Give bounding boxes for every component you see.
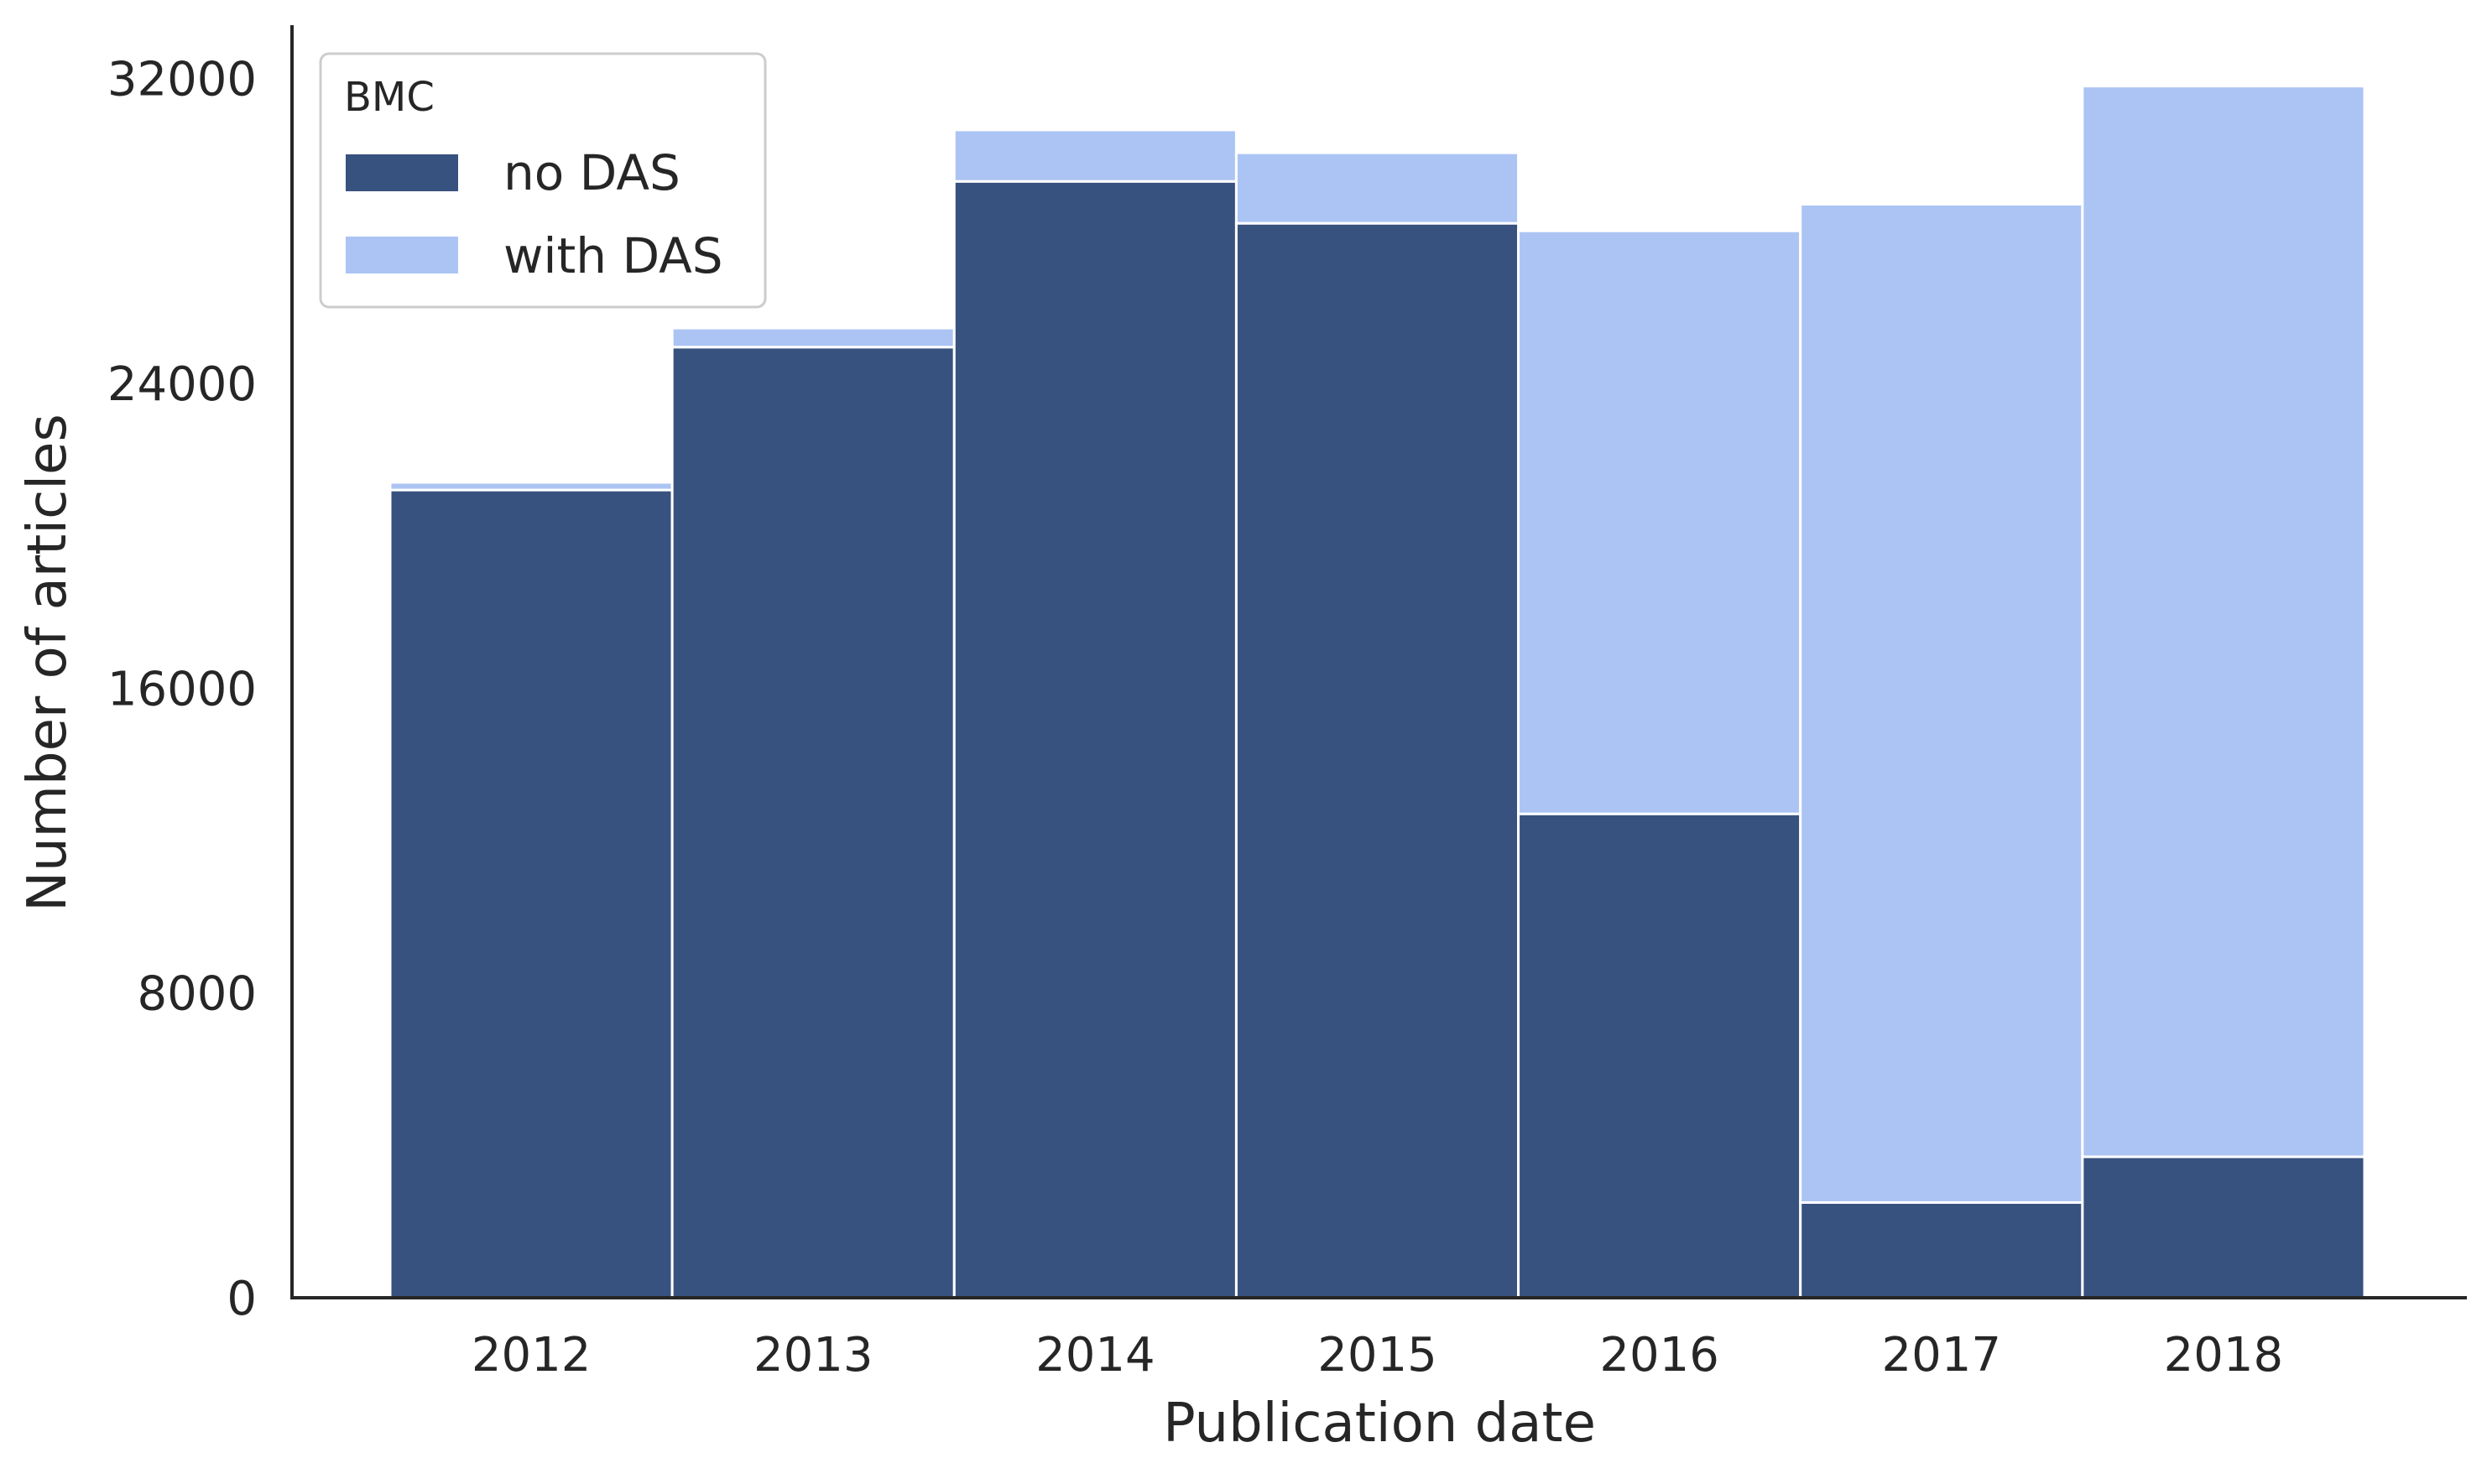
bar-no-das-2018 bbox=[2081, 1155, 2366, 1299]
x-tick-label-2014: 2014 bbox=[1035, 1328, 1155, 1382]
y-tick-label-8000: 8000 bbox=[137, 967, 257, 1022]
bar-with-das-2012 bbox=[388, 481, 674, 492]
bar-no-das-2013 bbox=[670, 346, 956, 1299]
bar-no-das-2015 bbox=[1234, 221, 1520, 1299]
bar-no-das-2014 bbox=[952, 180, 1238, 1299]
legend: BMC no DAS with DAS bbox=[319, 52, 767, 309]
x-tick-label-2016: 2016 bbox=[1599, 1328, 1719, 1382]
x-tick-label-2015: 2015 bbox=[1317, 1328, 1437, 1382]
x-tick-label-2012: 2012 bbox=[472, 1328, 592, 1382]
bars-layer bbox=[388, 85, 2366, 1299]
y-tick-label-0: 0 bbox=[227, 1272, 257, 1326]
y-axis-title: Number of articles bbox=[17, 414, 79, 912]
legend-title: BMC bbox=[344, 74, 435, 121]
bar-no-das-2017 bbox=[1799, 1200, 2084, 1299]
bar-with-das-2014 bbox=[952, 128, 1238, 183]
bar-with-das-2017 bbox=[1799, 202, 2084, 1204]
bar-with-das-2013 bbox=[670, 326, 956, 349]
bar-with-das-2015 bbox=[1234, 151, 1520, 225]
y-tick-label-16000: 16000 bbox=[107, 662, 257, 716]
y-tick-labels: 0 8000 16000 24000 32000 bbox=[107, 53, 257, 1326]
bar-with-das-2016 bbox=[1517, 229, 1802, 815]
axes-layer bbox=[290, 25, 2467, 1299]
x-tick-label-2013: 2013 bbox=[753, 1328, 873, 1382]
legend-swatch-no-das bbox=[346, 154, 458, 191]
x-axis-title: Publication date bbox=[1163, 1393, 1596, 1455]
x-tick-label-2017: 2017 bbox=[1882, 1328, 2002, 1382]
bar-with-das-2018 bbox=[2081, 85, 2366, 1159]
y-tick-label-32000: 32000 bbox=[107, 53, 257, 107]
bar-no-das-2016 bbox=[1517, 812, 1802, 1299]
legend-label-no-das: no DAS bbox=[503, 144, 680, 201]
x-tick-labels: 2012 2013 2014 2015 2016 2017 2018 bbox=[472, 1328, 2283, 1382]
x-tick-label-2018: 2018 bbox=[2164, 1328, 2284, 1382]
legend-swatch-with-das bbox=[346, 237, 458, 273]
y-tick-label-24000: 24000 bbox=[107, 357, 257, 412]
bar-no-das-2012 bbox=[388, 488, 674, 1299]
legend-label-with-das: with DAS bbox=[503, 227, 723, 284]
